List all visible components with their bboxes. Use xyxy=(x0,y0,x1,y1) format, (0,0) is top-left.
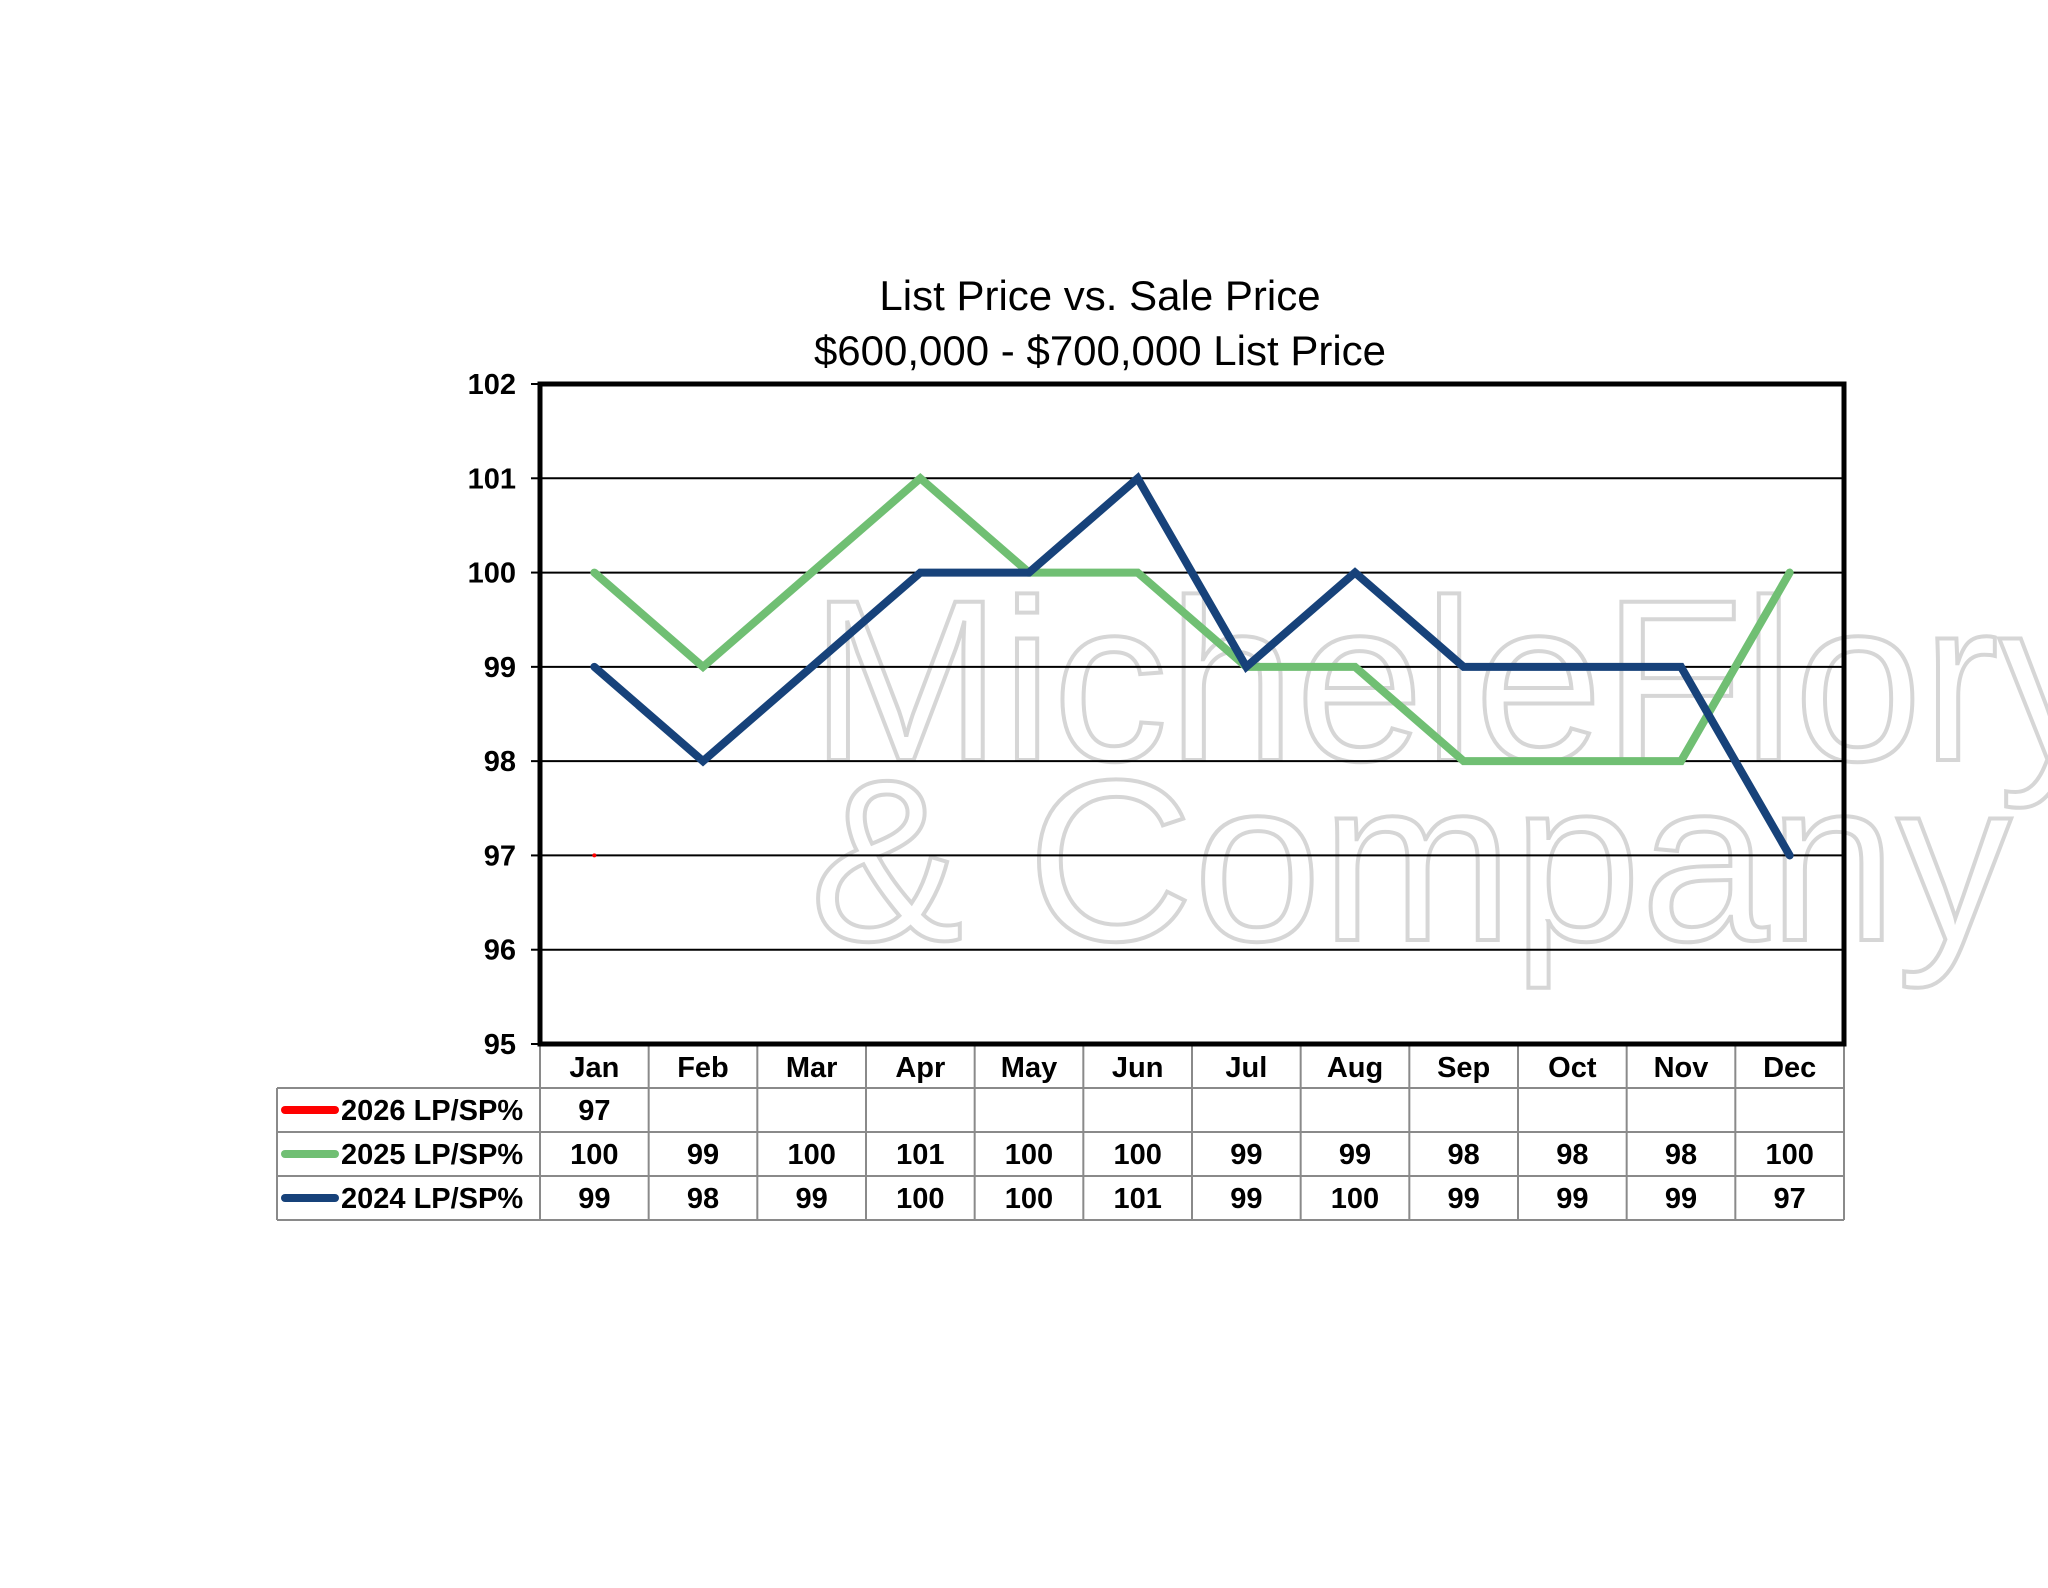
data-point xyxy=(592,664,597,669)
data-point xyxy=(1570,664,1575,669)
data-point xyxy=(1461,664,1466,669)
data-point xyxy=(1353,570,1357,575)
table-cell-value: 98 xyxy=(1448,1139,1480,1171)
chart-title: List Price vs. Sale Price xyxy=(879,272,1320,319)
y-tick-label: 98 xyxy=(484,746,516,778)
data-point xyxy=(1135,570,1140,575)
table-cell-value: 98 xyxy=(687,1183,719,1215)
data-point xyxy=(918,476,923,481)
x-tick-label: Jan xyxy=(569,1052,619,1084)
legend-label: 2024 LP/SP% xyxy=(341,1183,523,1215)
table-cell-value: 97 xyxy=(578,1095,610,1127)
y-tick-label: 95 xyxy=(484,1029,516,1061)
data-table: Jan Feb Mar Apr May Jun Jul Aug Sep Oct Nov Dec 2026… xyxy=(276,1044,1845,1221)
data-point xyxy=(1787,570,1792,575)
data-point xyxy=(1244,664,1249,669)
watermark-line2: & Company xyxy=(810,732,2012,989)
table-cell-value: 100 xyxy=(1005,1139,1053,1171)
series-lines xyxy=(590,472,1794,860)
data-point xyxy=(1027,570,1031,575)
plot-frame xyxy=(537,381,1847,1047)
table-cell-value: 101 xyxy=(1113,1183,1161,1215)
table-cell-value: 100 xyxy=(1005,1183,1053,1215)
x-tick-label: Dec xyxy=(1763,1052,1816,1084)
x-tick-label: Mar xyxy=(786,1052,838,1084)
table-cell-value: 101 xyxy=(896,1139,944,1171)
x-tick-label: Sep xyxy=(1437,1052,1490,1084)
table-cell-value: 100 xyxy=(1113,1139,1161,1171)
legend-label: 2026 LP/SP% xyxy=(341,1095,523,1127)
table-cell-value: 99 xyxy=(1230,1183,1262,1215)
data-point xyxy=(1135,476,1140,481)
x-tick-label: Aug xyxy=(1327,1052,1383,1084)
x-tick-label: Jul xyxy=(1225,1052,1267,1084)
table-cell-value: 99 xyxy=(1448,1183,1480,1215)
data-point xyxy=(701,759,705,764)
y-tick-label: 100 xyxy=(468,558,516,590)
y-tick-label: 102 xyxy=(468,369,516,401)
table-cell-value: 100 xyxy=(1331,1183,1379,1215)
x-tick-label: Feb xyxy=(677,1052,729,1084)
series-line-1 xyxy=(590,472,1794,766)
table-cell-value: 99 xyxy=(1230,1139,1262,1171)
data-point xyxy=(809,570,814,575)
chart-subtitle: $600,000 - $700,000 List Price xyxy=(814,327,1386,374)
table-cell-value: 98 xyxy=(1665,1139,1697,1171)
x-tick-label: Apr xyxy=(895,1052,945,1084)
data-point xyxy=(809,664,814,669)
table-cell-value: 99 xyxy=(1665,1183,1697,1215)
data-point xyxy=(592,853,597,858)
watermark-line1: MicheleFlory xyxy=(810,552,2048,809)
table-cell-value: 98 xyxy=(1556,1139,1588,1171)
x-tick-label: Nov xyxy=(1654,1052,1709,1084)
data-point xyxy=(1679,664,1683,669)
y-tick-label: 96 xyxy=(484,935,516,967)
data-point xyxy=(1461,759,1466,764)
data-point xyxy=(918,570,923,575)
legend-label: 2025 LP/SP% xyxy=(341,1139,523,1171)
y-tick-label: 99 xyxy=(484,652,516,684)
table-cell-value: 99 xyxy=(578,1183,610,1215)
data-point xyxy=(1570,759,1575,764)
y-tick-label: 101 xyxy=(468,463,516,495)
data-point xyxy=(592,570,597,575)
x-tick-label: Jun xyxy=(1112,1052,1164,1084)
x-tick-label: May xyxy=(1001,1052,1057,1084)
y-tick-label: 97 xyxy=(484,840,516,872)
y-axis: 95 96 97 98 99 100 101 102 xyxy=(468,369,541,1061)
table-cell-value: 100 xyxy=(787,1139,835,1171)
table-cell-value: 99 xyxy=(796,1183,828,1215)
table-cell-value: 100 xyxy=(570,1139,618,1171)
data-point xyxy=(1679,759,1683,764)
data-point xyxy=(701,664,705,669)
table-cell-value: 99 xyxy=(1556,1183,1588,1215)
table-cell-value: 100 xyxy=(1765,1139,1813,1171)
table-cell-value: 97 xyxy=(1774,1183,1806,1215)
data-point xyxy=(1353,664,1357,669)
series-line-2 xyxy=(590,472,1794,860)
data-point xyxy=(1787,853,1792,858)
table-cell-value: 99 xyxy=(687,1139,719,1171)
watermark: MicheleFlory & Company xyxy=(808,550,2048,991)
table-cell-value: 100 xyxy=(896,1183,944,1215)
table-cell-value: 99 xyxy=(1339,1139,1371,1171)
x-tick-label: Oct xyxy=(1548,1052,1597,1084)
